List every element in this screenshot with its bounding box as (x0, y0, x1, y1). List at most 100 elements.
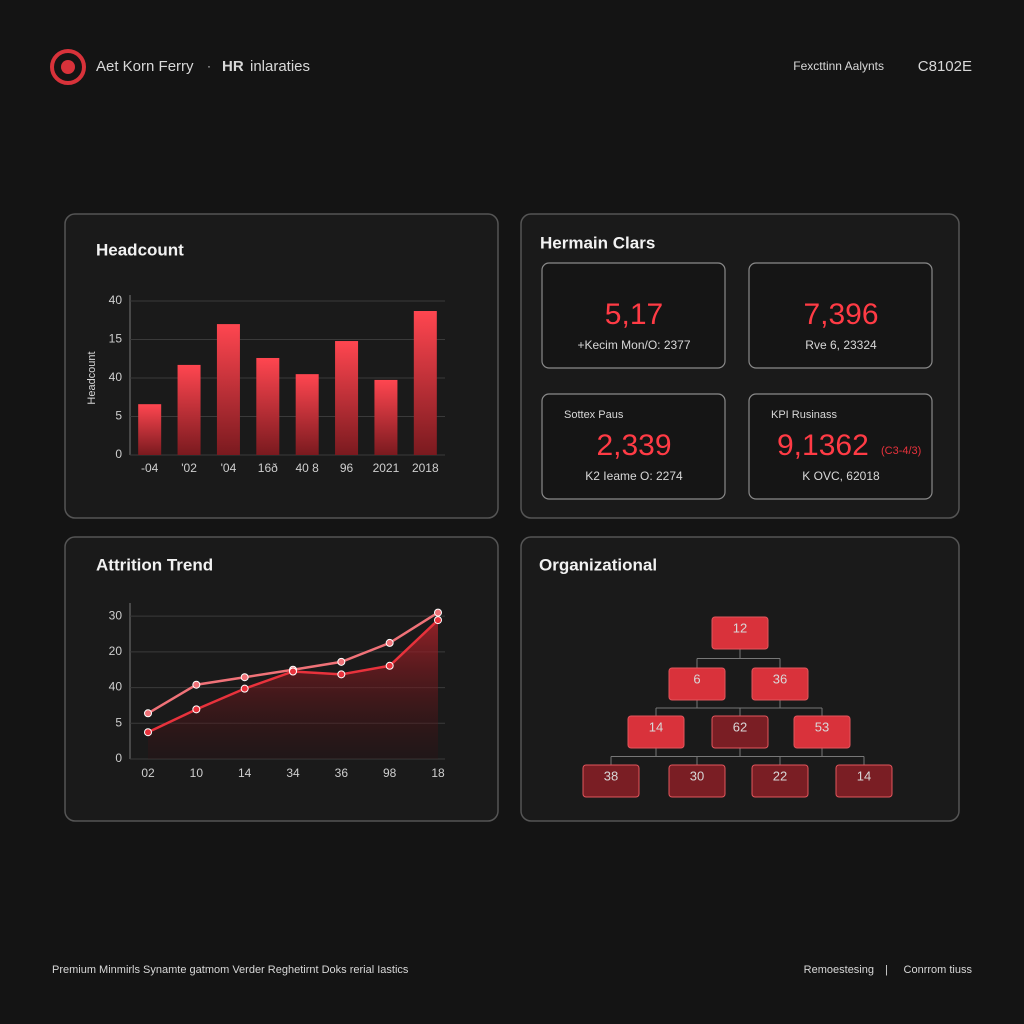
kpi-sub: K OVC, 62018 (802, 469, 880, 483)
org-node (793, 715, 851, 749)
kpi-sub: K2 Ieame O: 2274 (585, 469, 683, 483)
org-node-label: 62 (733, 719, 747, 734)
bar (216, 324, 240, 455)
kpi-sub: +Kecim Mon/O: 2377 (577, 338, 690, 352)
y-tick-label: 40 (109, 293, 123, 307)
sep: · (207, 59, 211, 73)
panel (520, 536, 960, 822)
x-tick-label: 34 (286, 766, 300, 780)
org-node (711, 715, 769, 749)
org-node (835, 764, 893, 798)
bar (295, 374, 319, 455)
kpi-card (748, 393, 933, 500)
org-node (751, 667, 809, 701)
x-tick-label: 2021 (373, 461, 400, 475)
org-node (711, 616, 769, 650)
panel-title: Organizational (539, 555, 657, 574)
kpi-value: 9,1362 (777, 429, 869, 462)
logo (50, 49, 86, 85)
logo-dot (61, 60, 75, 74)
kpi-card (541, 393, 726, 500)
y-tick-label: 20 (109, 644, 123, 658)
point (434, 608, 442, 617)
x-tick-label: '02 (181, 461, 197, 475)
x-tick-label: 14 (238, 766, 252, 780)
y-tick-label: 40 (109, 680, 123, 694)
org-node (668, 764, 726, 798)
x-tick-label: 02 (141, 766, 155, 780)
kpi-sub: Rve 6, 23324 (805, 338, 877, 352)
kpi-card (748, 262, 933, 369)
kpi-label: KPI Rusinass (771, 409, 838, 421)
x-tick-label: 10 (190, 766, 204, 780)
bar (374, 379, 398, 455)
kpi-card (541, 262, 726, 369)
org-node-label: 12 (733, 620, 747, 635)
bar (138, 404, 162, 455)
point (192, 680, 201, 689)
kpi-note: (C3-4/3) (881, 445, 921, 457)
panel-title: Headcount (96, 240, 184, 259)
org-node-label: 14 (857, 768, 871, 783)
org-node-label: 38 (604, 768, 618, 783)
panel-title: Hermain Clars (540, 233, 655, 252)
area (148, 620, 438, 759)
subtitle: inlaraties (250, 58, 310, 75)
x-tick-label: 96 (340, 461, 354, 475)
bar (177, 364, 201, 455)
org-node-label: 22 (773, 768, 787, 783)
org-node (627, 715, 685, 749)
point (385, 661, 394, 670)
y-tick-label: 30 (109, 608, 123, 622)
footer-sep: | (885, 964, 888, 976)
y-tick-label: 0 (115, 751, 122, 765)
point (192, 705, 201, 714)
point (144, 728, 152, 737)
x-tick-label: 98 (383, 766, 397, 780)
point (385, 638, 394, 647)
point (240, 673, 249, 682)
y-tick-label: 5 (115, 409, 122, 423)
right-label: Fexcttinn Aalynts (793, 59, 884, 73)
y-tick-label: 15 (109, 332, 123, 346)
x-tick-label: '04 (221, 461, 237, 475)
y-tick-label: 0 (115, 447, 122, 461)
bar (335, 341, 359, 455)
org-node-label: 30 (690, 768, 704, 783)
bar (256, 357, 280, 455)
bar (413, 311, 437, 455)
y-tick-label: 5 (115, 715, 122, 729)
y-label: Headcount (86, 351, 98, 404)
point (144, 709, 152, 718)
point (289, 667, 297, 676)
section: HR (222, 58, 244, 75)
brand: Aet Korn Ferry (96, 58, 194, 75)
point (337, 670, 346, 679)
kpi-value: 2,339 (596, 429, 671, 462)
point (240, 684, 249, 693)
kpi-value: 7,396 (803, 298, 878, 331)
point (434, 616, 442, 625)
org-node-label: 53 (815, 719, 829, 734)
panel-title: Attrition Trend (96, 555, 213, 574)
point (337, 657, 346, 666)
y-tick-label: 40 (109, 370, 123, 384)
kpi-value: 5,17 (605, 298, 663, 331)
footer-right: Remoestesing (804, 964, 874, 976)
x-tick-label: 36 (335, 766, 349, 780)
org-node-label: 14 (649, 719, 663, 734)
x-tick-label: 2018 (412, 461, 439, 475)
footer-right: Conrrom tiuss (904, 964, 973, 976)
org-node (668, 667, 726, 701)
org-node-label: 6 (693, 671, 700, 686)
code: C8102E (918, 58, 972, 75)
kpi-label: Sottex Paus (564, 409, 624, 421)
x-tick-label: 16ð (258, 461, 278, 475)
footer-left: Premium Minmirls Synamte gatmom Verder R… (52, 964, 409, 976)
org-node-label: 36 (773, 671, 787, 686)
org-node (751, 764, 809, 798)
x-tick-label: -04 (141, 461, 159, 475)
x-tick-label: 18 (431, 766, 445, 780)
